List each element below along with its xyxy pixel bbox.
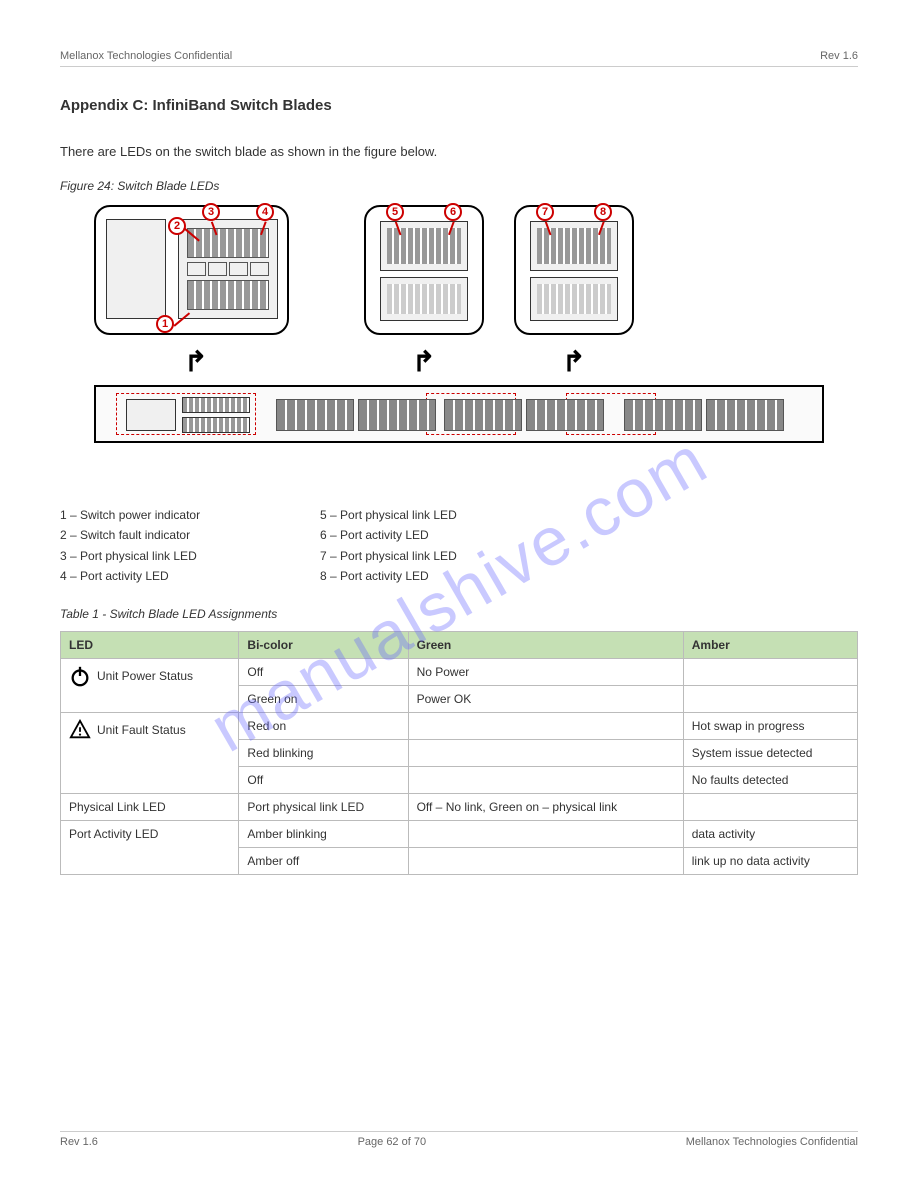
legend-item: 8 – Port activity LED xyxy=(320,566,429,586)
th-bicolor: Bi-color xyxy=(239,631,408,658)
cell-text xyxy=(683,793,857,820)
power-icon xyxy=(69,665,91,687)
badge-6: 6 xyxy=(444,203,462,221)
cell-text xyxy=(683,685,857,712)
cell-text: Green on xyxy=(239,685,408,712)
switch-blade-diagram: 1 2 3 4 5 6 7 8 ↱ ↱ ↱ xyxy=(94,205,824,485)
header-bar: Mellanox Technologies Confidential Rev 1… xyxy=(60,50,858,67)
cell-text: link up no data activity xyxy=(683,847,857,874)
cell-text: Unit Power Status xyxy=(97,669,193,683)
legend-row: 1 – Switch power indicator 5 – Port phys… xyxy=(60,505,858,525)
cell-text: Amber blinking xyxy=(239,820,408,847)
cell-text xyxy=(408,766,683,793)
cell-text: Power OK xyxy=(408,685,683,712)
badge-3: 3 xyxy=(202,203,220,221)
cell-text xyxy=(683,658,857,685)
badge-4: 4 xyxy=(256,203,274,221)
cell-text: Red blinking xyxy=(239,739,408,766)
legend-row: 3 – Port physical link LED 7 – Port phys… xyxy=(60,546,858,566)
arrow-icon: ↱ xyxy=(562,345,585,378)
legend-list: 1 – Switch power indicator 5 – Port phys… xyxy=(60,505,858,587)
callout-box-a: 1 2 3 4 xyxy=(94,205,289,335)
port-block xyxy=(358,399,436,431)
page-title: Appendix C: InfiniBand Switch Blades xyxy=(60,97,858,114)
badge-7: 7 xyxy=(536,203,554,221)
legend-item: 4 – Port activity LED xyxy=(60,566,320,586)
legend-item: 5 – Port physical link LED xyxy=(320,505,457,525)
cell-text: Amber off xyxy=(239,847,408,874)
warn-symbol-cell: Unit Fault Status xyxy=(69,719,230,741)
th-led: LED xyxy=(61,631,239,658)
port-block xyxy=(444,399,522,431)
cell-text: Physical Link LED xyxy=(61,793,239,820)
legend-item: 6 – Port activity LED xyxy=(320,525,429,545)
cell-text: data activity xyxy=(683,820,857,847)
header-right: Rev 1.6 xyxy=(820,50,858,62)
table-header-row: LED Bi-color Green Amber xyxy=(61,631,858,658)
cell-text xyxy=(408,739,683,766)
cell-text: Off xyxy=(239,766,408,793)
table-row: Port Activity LED Amber blinking data ac… xyxy=(61,820,858,847)
table-row: Unit Power Status Off No Power xyxy=(61,658,858,685)
cell-text: No faults detected xyxy=(683,766,857,793)
footer-bar: Rev 1.6 Page 62 of 70 Mellanox Technolog… xyxy=(60,1131,858,1148)
th-amber: Amber xyxy=(683,631,857,658)
footer-left: Rev 1.6 xyxy=(60,1136,98,1148)
legend-item: 7 – Port physical link LED xyxy=(320,546,457,566)
table-row: Physical Link LED Port physical link LED… xyxy=(61,793,858,820)
legend-item: 1 – Switch power indicator xyxy=(60,505,320,525)
cell-text xyxy=(408,712,683,739)
cell-text: Port Activity LED xyxy=(61,820,239,874)
callout-box-c: 7 8 xyxy=(514,205,634,335)
legend-row: 4 – Port activity LED 8 – Port activity … xyxy=(60,566,858,586)
cell-text: Off xyxy=(239,658,408,685)
port-block xyxy=(276,399,354,431)
badge-8: 8 xyxy=(594,203,612,221)
legend-item: 2 – Switch fault indicator xyxy=(60,525,320,545)
cell-text xyxy=(408,820,683,847)
header-left: Mellanox Technologies Confidential xyxy=(60,50,232,62)
power-symbol-cell: Unit Power Status xyxy=(69,665,230,687)
footer-center: Page 62 of 70 xyxy=(358,1136,427,1148)
table-caption: Table 1 - Switch Blade LED Assignments xyxy=(60,607,858,621)
legend-item: 3 – Port physical link LED xyxy=(60,546,320,566)
badge-1: 1 xyxy=(156,315,174,333)
cell-text: Red on xyxy=(239,712,408,739)
cell-text: No Power xyxy=(408,658,683,685)
port-block xyxy=(624,399,702,431)
port-block xyxy=(526,399,604,431)
badge-5: 5 xyxy=(386,203,404,221)
cell-text xyxy=(408,847,683,874)
callout-box-b: 5 6 xyxy=(364,205,484,335)
cell-text: System issue detected xyxy=(683,739,857,766)
cell-text: Unit Fault Status xyxy=(97,723,186,737)
warning-icon xyxy=(69,719,91,741)
cell-text: Port physical link LED xyxy=(239,793,408,820)
footer-right: Mellanox Technologies Confidential xyxy=(686,1136,858,1148)
cell-text: Off – No link, Green on – physical link xyxy=(408,793,683,820)
led-table: LED Bi-color Green Amber Unit Power Stat… xyxy=(60,631,858,875)
intro-text: There are LEDs on the switch blade as sh… xyxy=(60,144,858,159)
figure-caption: Figure 24: Switch Blade LEDs xyxy=(60,179,858,193)
arrow-icon: ↱ xyxy=(184,345,207,378)
cell-text: Hot swap in progress xyxy=(683,712,857,739)
th-green: Green xyxy=(408,631,683,658)
table-row: Unit Fault Status Red on Hot swap in pro… xyxy=(61,712,858,739)
badge-2: 2 xyxy=(168,217,186,235)
port-block xyxy=(706,399,784,431)
arrow-icon: ↱ xyxy=(412,345,435,378)
main-device xyxy=(94,385,824,443)
legend-row: 2 – Switch fault indicator 6 – Port acti… xyxy=(60,525,858,545)
